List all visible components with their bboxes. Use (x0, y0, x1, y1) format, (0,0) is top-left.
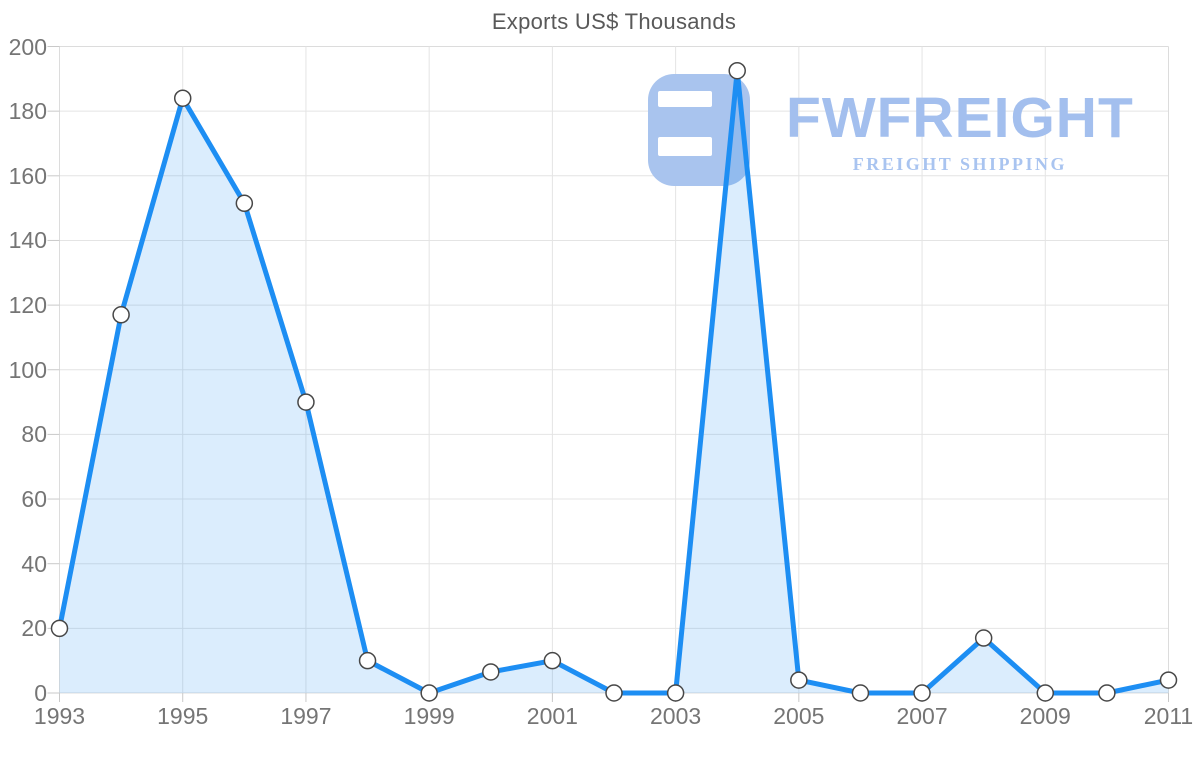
y-tick-label: 20 (21, 615, 47, 642)
data-point-1994[interactable] (112, 306, 130, 324)
x-tick-label: 2009 (1019, 703, 1071, 729)
y-tick-label: 120 (8, 292, 47, 319)
x-tick-label: 2001 (526, 703, 578, 729)
data-point-2008[interactable] (974, 629, 993, 647)
data-point-2005[interactable] (790, 671, 808, 689)
y-tick-label: 60 (21, 486, 47, 513)
x-tick-label: 1995 (157, 703, 209, 729)
y-tick-label: 140 (8, 227, 47, 254)
data-point-2002[interactable] (605, 684, 623, 702)
data-point-1997[interactable] (297, 393, 315, 411)
y-tick-label: 160 (8, 162, 47, 189)
x-tick-label: 2011 (1143, 703, 1194, 729)
x-tick-label: 1999 (403, 703, 455, 729)
x-tick-label: 2007 (896, 703, 948, 729)
vertical-gridlines (59, 46, 1169, 693)
data-points (50, 61, 1178, 702)
data-point-2006[interactable] (851, 684, 870, 702)
y-tick-label: 180 (8, 98, 47, 125)
data-point-2010[interactable] (1098, 684, 1116, 702)
chart-title: Exports US$ Thousands (491, 9, 737, 34)
data-point-2009[interactable] (1036, 684, 1055, 702)
y-tick-label: 100 (8, 356, 47, 383)
data-point-2011[interactable] (1159, 671, 1178, 689)
data-point-2007[interactable] (913, 684, 931, 702)
data-point-1993[interactable] (50, 619, 69, 638)
data-point-2003[interactable] (666, 684, 685, 702)
x-tick-label: 1997 (280, 703, 332, 729)
data-point-1998[interactable] (358, 651, 377, 670)
data-point-2000[interactable] (482, 663, 500, 681)
y-tick-label: 0 (34, 680, 47, 706)
y-tick-label: 200 (8, 33, 47, 60)
x-tick-label: 2005 (773, 703, 825, 729)
y-tick-label: 40 (21, 550, 47, 577)
x-tick-label: 2003 (650, 703, 702, 729)
series-area (59, 70, 1169, 693)
x-tick-label: 1993 (33, 703, 86, 729)
horizontal-gridlines (59, 46, 1169, 694)
y-tick-label: 80 (21, 421, 47, 448)
data-point-1999[interactable] (420, 684, 438, 702)
data-point-2001[interactable] (543, 651, 562, 670)
data-point-1996[interactable] (235, 194, 254, 213)
data-point-1995[interactable] (173, 89, 192, 107)
data-point-2004[interactable] (728, 61, 746, 80)
